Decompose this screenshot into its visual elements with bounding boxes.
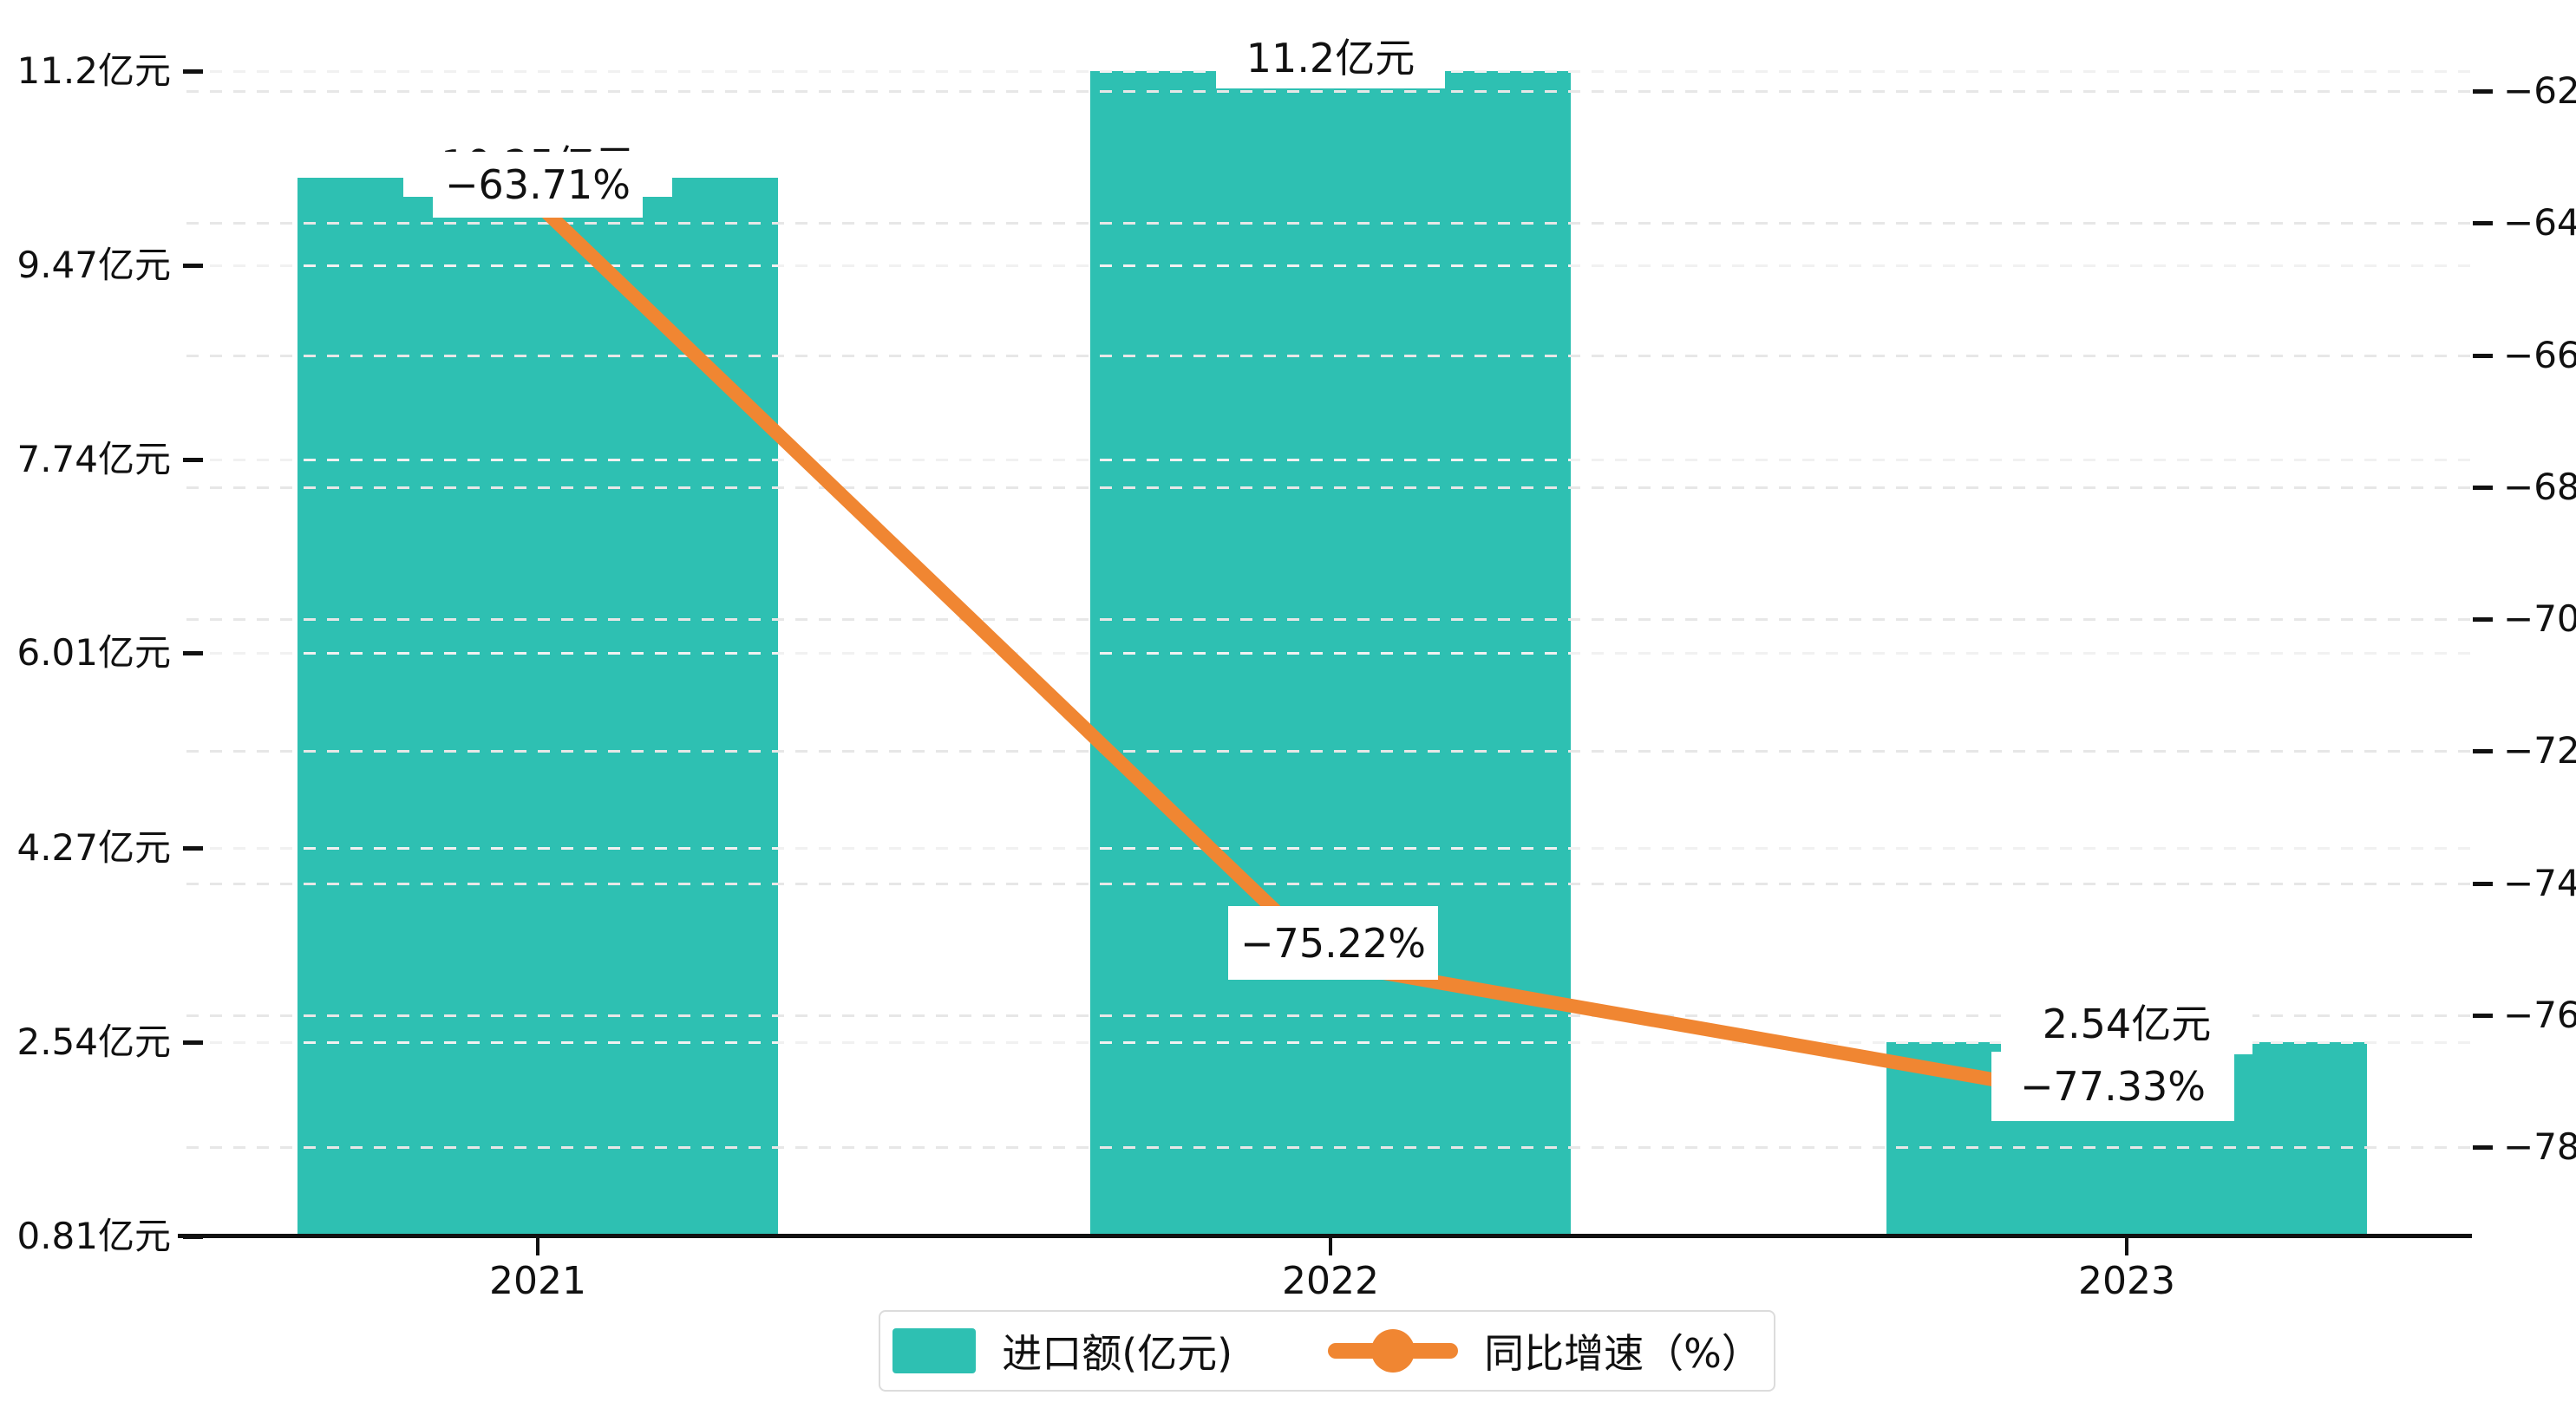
growth-label-2021: −63.71% — [433, 152, 643, 218]
left-axis-label-3: 6.01亿元 — [16, 631, 171, 675]
right-axis-label-7: −76 — [2503, 993, 2576, 1036]
bar-series-swatch-icon — [892, 1328, 977, 1373]
x-axis-line — [178, 1234, 2472, 1238]
gridline-left-3 — [186, 652, 2472, 655]
legend-label-yoy-growth: 同比增速（%） — [1484, 1330, 1762, 1377]
legend-item-yoy-growth[interactable]: 同比增速（%） — [1328, 1322, 1762, 1379]
gridline-right-7 — [186, 1014, 2472, 1017]
gridline-left-5 — [186, 1041, 2472, 1045]
gridline-right-5 — [186, 750, 2472, 753]
left-axis-label-6: 0.81亿元 — [16, 1215, 171, 1257]
right-tick-5 — [2473, 749, 2493, 754]
right-tick-0 — [2473, 89, 2493, 94]
left-tick-1 — [183, 263, 203, 268]
growth-label-2023: −77.33% — [1991, 1052, 2234, 1121]
right-axis-label-6: −74 — [2503, 861, 2576, 904]
gridline-right-6 — [186, 882, 2472, 885]
left-tick-6 — [183, 1235, 203, 1239]
left-tick-4 — [183, 846, 203, 851]
line-series-marker-icon — [1328, 1328, 1459, 1373]
right-axis-label-5: −72 — [2503, 729, 2576, 773]
gridline-right-8 — [186, 1146, 2472, 1149]
gridline-right-3 — [186, 486, 2472, 489]
right-axis-label-3: −68 — [2503, 465, 2576, 508]
x-axis-label-2023: 2023 — [2078, 1259, 2175, 1303]
right-tick-7 — [2473, 1013, 2493, 1018]
legend-label-import-amount: 进口额(亿元) — [1002, 1330, 1233, 1377]
bar-value-label-2023: 2.54亿元 — [2001, 988, 2252, 1054]
gridline-right-1 — [186, 222, 2472, 225]
left-tick-5 — [183, 1040, 203, 1046]
right-axis-label-2: −66 — [2503, 333, 2576, 376]
gridline-right-2 — [186, 354, 2472, 357]
left-axis-label-5: 2.54亿元 — [16, 1020, 171, 1064]
left-axis-label-2: 7.74亿元 — [16, 437, 171, 480]
bar-value-label-2022: 11.2亿元 — [1216, 23, 1445, 88]
left-axis-label-1: 9.47亿元 — [16, 243, 171, 286]
legend: 进口额(亿元) 同比增速（%） — [879, 1310, 1775, 1392]
growth-label-2022: −75.22% — [1228, 906, 1438, 980]
left-tick-0 — [183, 69, 203, 74]
right-axis-label-8: −78 — [2503, 1125, 2576, 1168]
right-tick-3 — [2473, 485, 2493, 490]
left-axis-label-4: 4.27亿元 — [16, 826, 171, 870]
x-axis-label-2022: 2022 — [1282, 1259, 1379, 1303]
left-tick-3 — [183, 651, 203, 656]
gridline-left-2 — [186, 458, 2472, 461]
x-tick-2022 — [1329, 1238, 1332, 1255]
gridline-right-0 — [186, 90, 2472, 93]
left-axis-label-0: 11.2亿元 — [16, 49, 171, 92]
x-tick-2023 — [2125, 1238, 2128, 1255]
gridline-right-4 — [186, 618, 2472, 621]
gridline-left-1 — [186, 264, 2472, 267]
right-tick-2 — [2473, 353, 2493, 358]
left-tick-2 — [183, 457, 203, 462]
x-tick-2021 — [536, 1238, 539, 1255]
right-axis-label-4: −70 — [2503, 597, 2576, 640]
gridline-left-4 — [186, 847, 2472, 851]
x-axis-label-2021: 2021 — [489, 1259, 586, 1303]
right-axis-label-1: −64 — [2503, 201, 2576, 245]
right-axis-label-0: −62 — [2503, 69, 2576, 112]
right-tick-1 — [2473, 221, 2493, 226]
right-tick-4 — [2473, 617, 2493, 622]
right-tick-8 — [2473, 1145, 2493, 1150]
legend-item-import-amount[interactable]: 进口额(亿元) — [892, 1322, 1232, 1379]
right-tick-6 — [2473, 881, 2493, 886]
